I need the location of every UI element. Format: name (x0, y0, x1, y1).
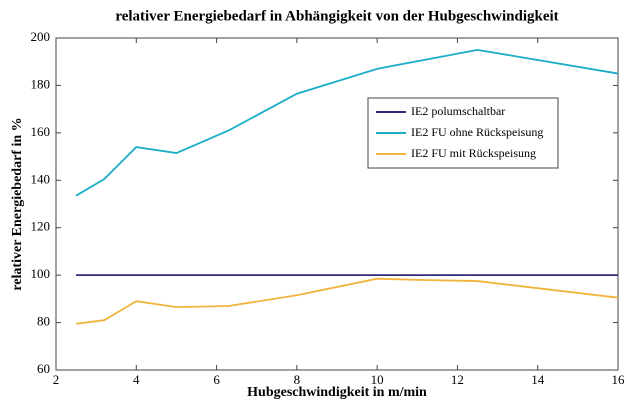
x-tick-label: 8 (294, 372, 301, 387)
x-tick-label: 12 (451, 372, 464, 387)
x-tick-label: 16 (612, 372, 626, 387)
y-tick-label: 200 (31, 29, 51, 44)
legend-label: IE2 polumschaltbar (411, 104, 505, 118)
x-tick-label: 10 (371, 372, 384, 387)
y-tick-label: 180 (31, 76, 51, 91)
x-tick-label: 6 (213, 372, 220, 387)
y-tick-label: 140 (31, 171, 51, 186)
y-tick-label: 60 (37, 361, 50, 376)
line-series (75, 277, 619, 325)
x-tick-label: 14 (531, 372, 545, 387)
y-axis-label: relativer Energiebedarf in % (10, 117, 25, 290)
plot-frame (55, 37, 619, 371)
y-tick-label: 80 (37, 314, 50, 329)
y-tick-label: 120 (31, 219, 51, 234)
chart-title: relativer Energiebedarf in Abhängigkeit … (115, 8, 558, 24)
x-tick-label: 2 (53, 372, 60, 387)
line-series (75, 48, 619, 197)
x-tick-label: 4 (133, 372, 140, 387)
y-tick-label: 100 (31, 266, 51, 281)
x-axis-label: Hubgeschwindigkeit in m/min (247, 385, 427, 400)
legend-label: IE2 FU ohne Rückspeisung (411, 125, 543, 139)
legend-label: IE2 FU mit Rückspeisung (411, 146, 536, 160)
y-tick-label: 160 (31, 124, 51, 139)
